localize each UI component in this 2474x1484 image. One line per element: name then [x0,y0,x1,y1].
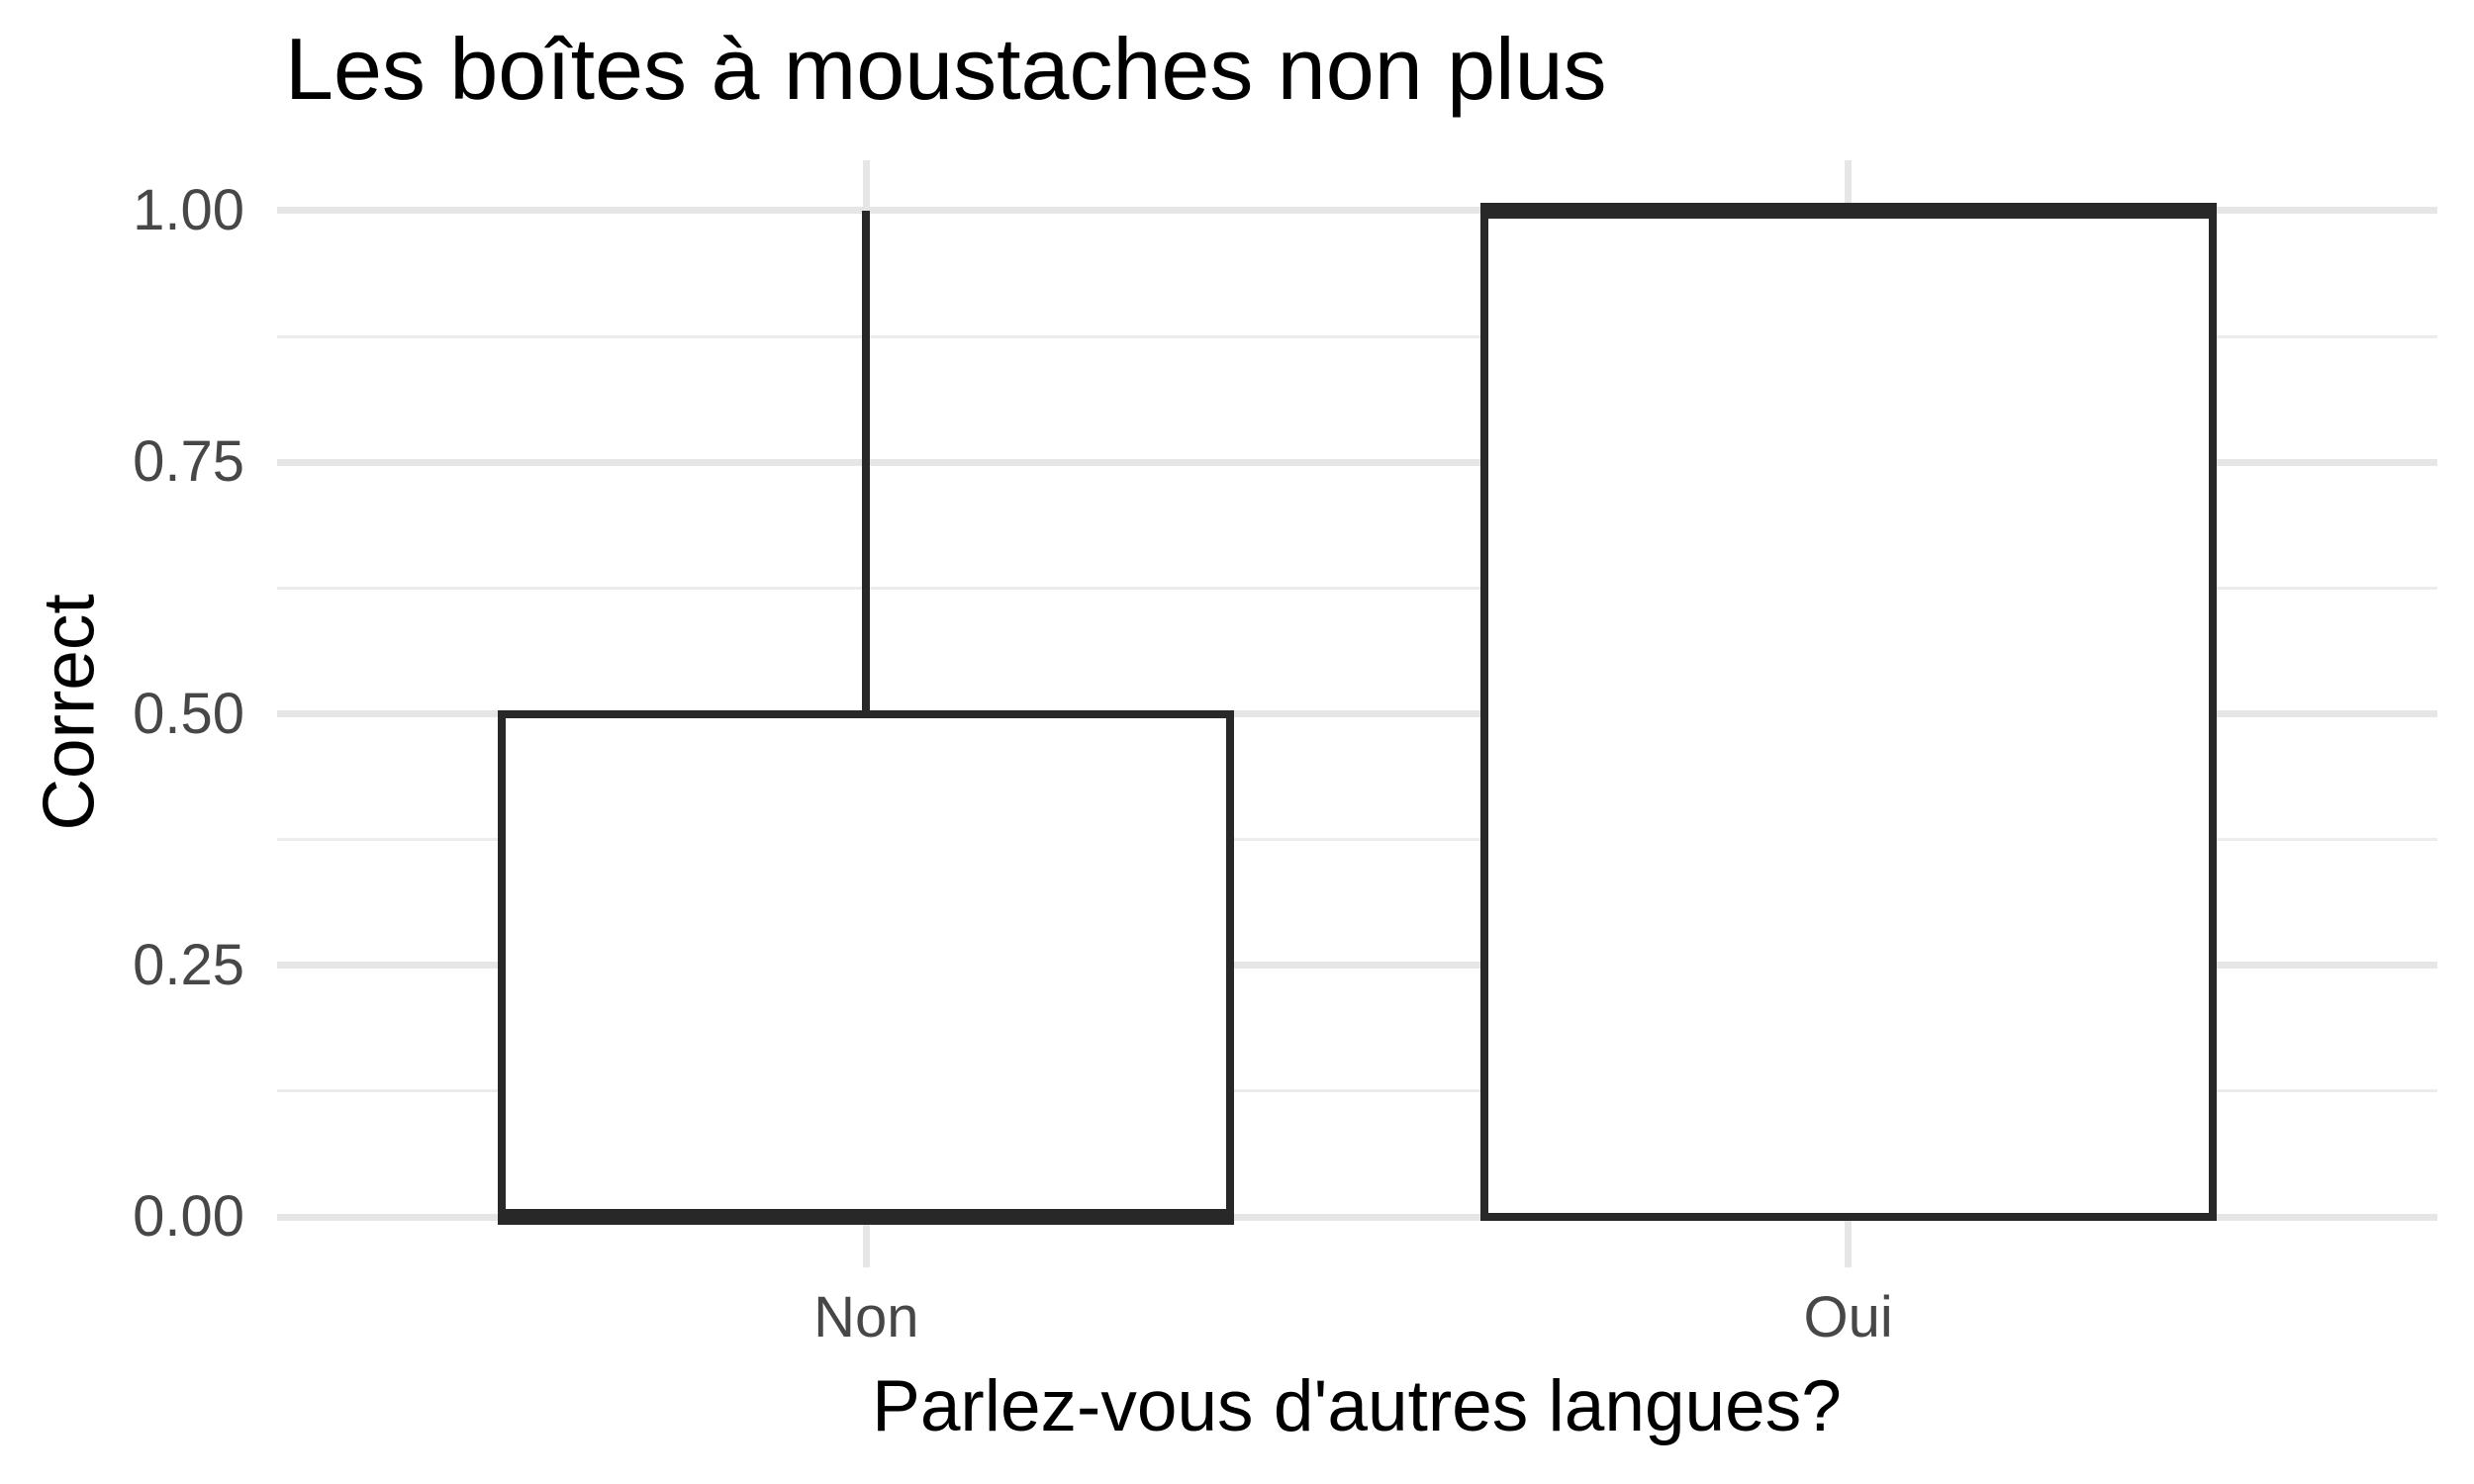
y-tick-label: 0.25 [133,932,244,997]
box-median-line [1479,202,2217,219]
gridline-y-minor [277,334,2437,338]
gridline-y-major [277,1213,2437,1221]
y-axis-labels: 0.00 0.25 0.50 0.75 1.00 [0,160,244,1267]
gridline-y-major [277,962,2437,970]
gridline-y-major [277,207,2437,215]
gridline-y-minor [277,586,2437,590]
boxplot-box [1479,206,2217,1222]
x-tick-label: Non [813,1285,919,1349]
box-whisker-upper [862,210,871,714]
x-axis-title: Parlez-vous d'autres langues? [872,1366,1842,1446]
y-tick-label: 1.00 [133,177,244,242]
boxplot-box [498,709,1235,1222]
y-tick-label: 0.50 [133,681,244,746]
x-tick-label: Oui [1803,1285,1893,1349]
gridline-y-minor [277,1089,2437,1093]
y-tick-label: 0.75 [133,429,244,495]
gridline-y-major [277,458,2437,466]
plot-panel [277,160,2437,1267]
y-tick-label: 0.00 [133,1184,244,1250]
gridline-y-minor [277,838,2437,842]
plot-title: Les boîtes à moustaches non plus [285,20,1607,118]
gridline-y-major [277,710,2437,717]
box-median-line [498,1209,1235,1226]
